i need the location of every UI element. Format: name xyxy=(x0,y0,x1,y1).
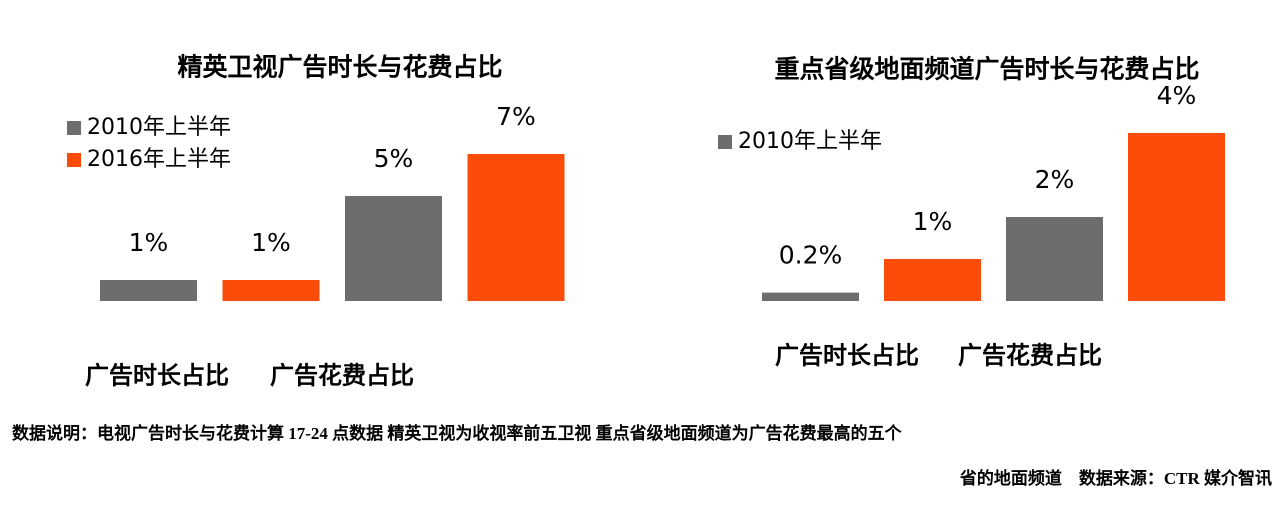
bar xyxy=(345,196,442,301)
value-label: 1% xyxy=(129,228,169,257)
bar xyxy=(1006,217,1103,301)
category-label: 广告时长占比 xyxy=(775,342,919,370)
legend-label: 2010年上半年 xyxy=(87,115,231,140)
value-label: 2% xyxy=(1035,165,1075,194)
legend-label: 2010年上半年 xyxy=(738,129,882,154)
value-label: 1% xyxy=(913,207,953,236)
legend-swatch xyxy=(67,121,81,135)
value-label: 5% xyxy=(374,144,414,173)
bar xyxy=(100,280,197,301)
value-label: 7% xyxy=(496,102,536,131)
category-label: 广告花费占比 xyxy=(270,362,414,390)
legend-swatch xyxy=(67,153,81,167)
category-label: 广告时长占比 xyxy=(85,362,229,390)
category-label: 广告花费占比 xyxy=(958,342,1102,370)
bar xyxy=(1128,133,1225,301)
legend-label: 2016年上半年 xyxy=(87,147,231,172)
bar xyxy=(467,154,565,301)
value-label: 1% xyxy=(251,228,291,257)
bar xyxy=(762,292,859,301)
bar xyxy=(884,259,981,301)
footnote: 数据说明：电视广告时长与花费计算 17-24 点数据 精英卫视为收视率前五卫视 … xyxy=(12,423,903,443)
value-label: 0.2% xyxy=(779,241,843,270)
chart-title: 精英卫视广告时长与花费占比 xyxy=(177,53,502,82)
footnote: 省的地面频道 数据来源：CTR 媒介智讯 xyxy=(959,468,1272,488)
legend-swatch xyxy=(718,135,732,149)
bar xyxy=(222,280,320,301)
chart-title: 重点省级地面频道广告时长与花费占比 xyxy=(774,55,1199,84)
value-label: 4% xyxy=(1157,81,1197,110)
